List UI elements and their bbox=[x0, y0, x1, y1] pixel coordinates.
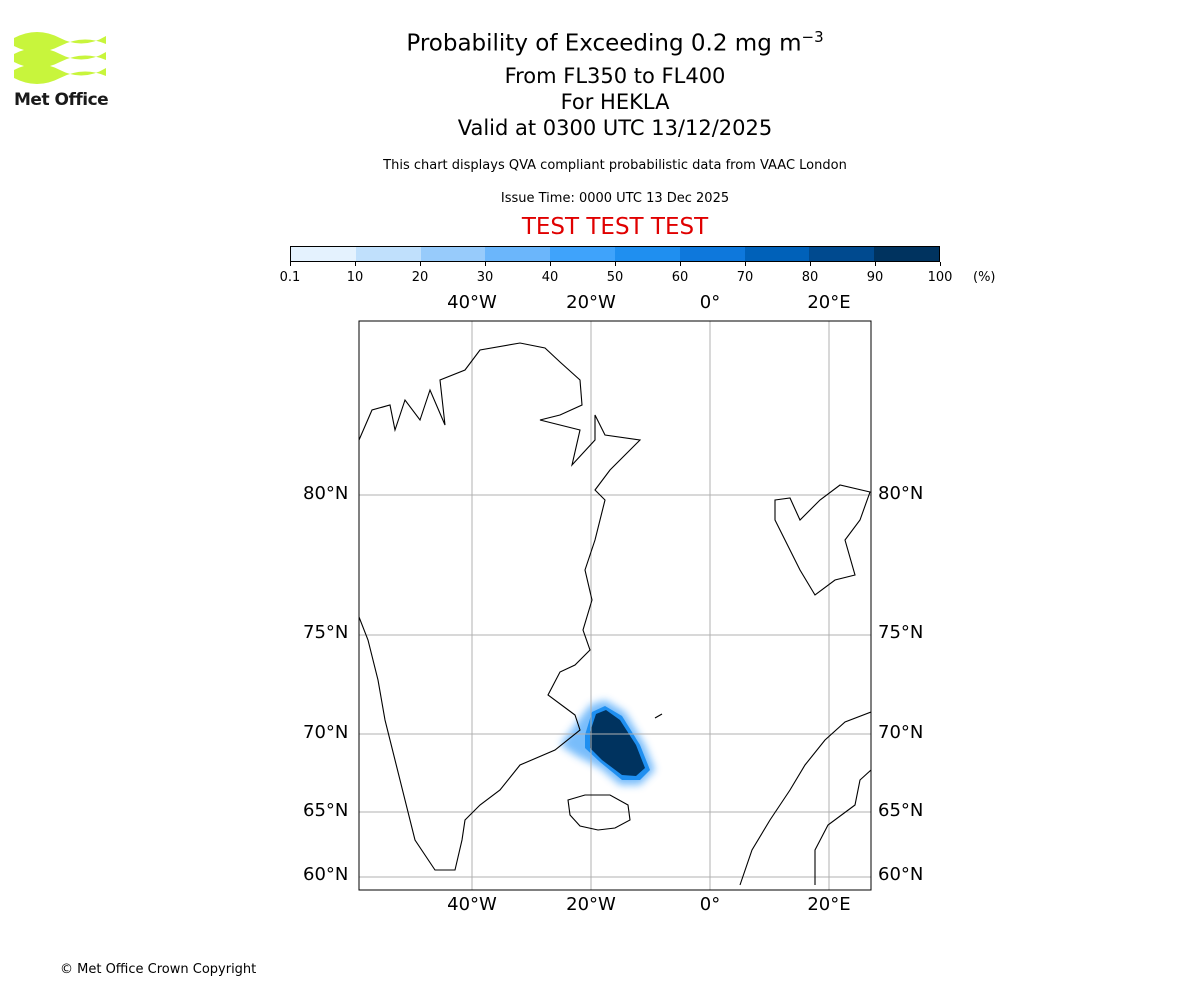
lat-label-left: 60°N bbox=[303, 864, 349, 885]
colorbar-tick-label: 20 bbox=[411, 270, 429, 285]
lon-label-bottom: 20°W bbox=[566, 894, 616, 915]
coastline-iceland bbox=[567, 794, 631, 831]
lon-label-bottom: 0° bbox=[699, 894, 721, 915]
colorbar-tick-mark bbox=[680, 262, 681, 266]
colorbar-tick-mark bbox=[875, 262, 876, 266]
colorbar-segment bbox=[874, 247, 939, 261]
colorbar bbox=[290, 246, 940, 262]
lat-label-left: 75°N bbox=[303, 622, 349, 643]
coastline-greenland bbox=[359, 342, 642, 871]
lat-label-right: 70°N bbox=[878, 722, 924, 743]
colorbar-segment bbox=[679, 247, 745, 261]
met-office-logo bbox=[14, 30, 106, 92]
coastline-jan-mayen bbox=[654, 713, 663, 719]
lat-label-right: 75°N bbox=[878, 622, 924, 643]
volcano-name: For HEKLA bbox=[560, 90, 670, 114]
colorbar-tick-mark bbox=[615, 262, 616, 266]
copyright: © Met Office Crown Copyright bbox=[60, 962, 257, 977]
colorbar-tick-mark bbox=[810, 262, 811, 266]
colorbar-segment bbox=[291, 247, 356, 261]
lon-label-top: 40°W bbox=[447, 292, 497, 313]
coastline-svalbard bbox=[774, 484, 871, 596]
colorbar-tick-label: 80 bbox=[801, 270, 819, 285]
colorbar-tick-label: 100 bbox=[927, 270, 953, 285]
lon-label-bottom: 20°E bbox=[807, 894, 851, 915]
colorbar-tick-label: 50 bbox=[606, 270, 624, 285]
colorbar-tick-label: 10 bbox=[346, 270, 364, 285]
chart-title: Probability of Exceeding 0.2 mg m−3 bbox=[406, 28, 824, 57]
logo-text: Met Office bbox=[14, 90, 109, 110]
lon-label-bottom: 40°W bbox=[447, 894, 497, 915]
colorbar-tick-mark bbox=[420, 262, 421, 266]
coastline-norway bbox=[739, 711, 871, 886]
colorbar-tick-label: 90 bbox=[866, 270, 884, 285]
test-banner: TEST TEST TEST bbox=[521, 214, 709, 240]
lon-label-top: 20°E bbox=[807, 292, 851, 313]
lat-label-left: 80°N bbox=[303, 483, 349, 504]
colorbar-segment bbox=[809, 247, 875, 261]
description: This chart displays QVA compliant probab… bbox=[383, 158, 847, 173]
colorbar-tick-mark bbox=[745, 262, 746, 266]
colorbar-tick-label: 0.1 bbox=[279, 270, 301, 285]
colorbar-tick-mark bbox=[485, 262, 486, 266]
colorbar-tick-mark bbox=[550, 262, 551, 266]
colorbar-tick-label: 60 bbox=[671, 270, 689, 285]
colorbar-segment bbox=[614, 247, 680, 261]
flight-levels: From FL350 to FL400 bbox=[504, 64, 726, 88]
colorbar-segment bbox=[355, 247, 421, 261]
lat-label-right: 80°N bbox=[878, 483, 924, 504]
lon-label-top: 0° bbox=[699, 292, 721, 313]
ash-probability-plume bbox=[560, 700, 655, 785]
issue-time: Issue Time: 0000 UTC 13 Dec 2025 bbox=[500, 191, 730, 206]
colorbar-tick-mark bbox=[940, 262, 941, 266]
colorbar-tick-label: 30 bbox=[476, 270, 494, 285]
lon-label-top: 20°W bbox=[566, 292, 616, 313]
colorbar-tick-label: 40 bbox=[541, 270, 559, 285]
lat-label-left: 70°N bbox=[303, 722, 349, 743]
colorbar-segment bbox=[550, 247, 615, 261]
logo-waves-icon bbox=[14, 32, 106, 84]
colorbar-tick-mark bbox=[290, 262, 291, 266]
colorbar-segment bbox=[485, 247, 551, 261]
coastline-sweden-finland bbox=[814, 769, 871, 885]
colorbar-unit: (%) bbox=[973, 270, 996, 285]
colorbar-segment bbox=[420, 247, 486, 261]
colorbar-tick-mark bbox=[355, 262, 356, 266]
lat-label-left: 65°N bbox=[303, 800, 349, 821]
lat-label-right: 65°N bbox=[878, 800, 924, 821]
colorbar-segment bbox=[744, 247, 810, 261]
colorbar-tick-label: 70 bbox=[736, 270, 754, 285]
valid-time: Valid at 0300 UTC 13/12/2025 bbox=[457, 116, 773, 140]
map-frame bbox=[358, 320, 872, 891]
lat-label-right: 60°N bbox=[878, 864, 924, 885]
gridlines bbox=[359, 321, 871, 890]
